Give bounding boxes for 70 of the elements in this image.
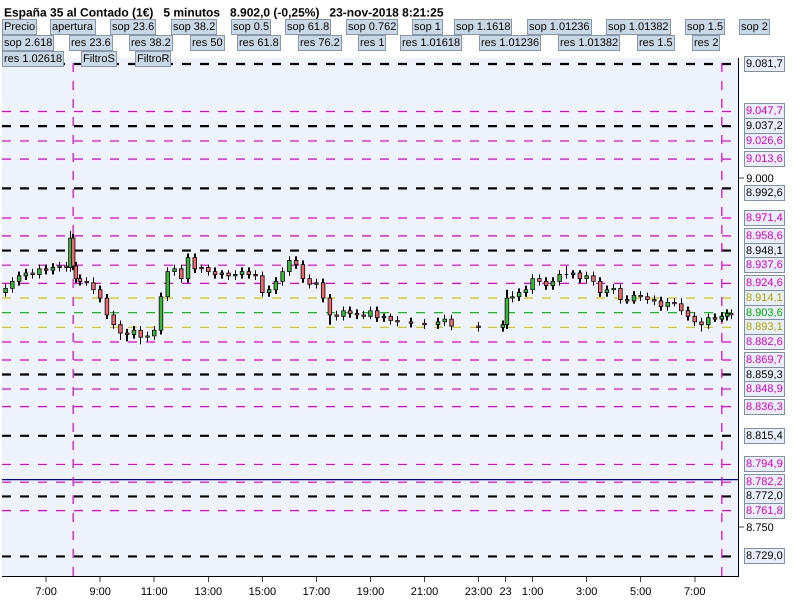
x-tick-label: 7:00 — [684, 586, 706, 598]
annotation: res 1.02618 — [4, 53, 62, 65]
ref-line-label: 8.848,9 — [746, 383, 783, 395]
x-tick-label: 11:00 — [140, 586, 168, 598]
text: res 1.01236 — [481, 37, 540, 49]
ref-line-label: 8.893,1 — [746, 321, 783, 333]
ref-line-label: 8.815,4 — [746, 430, 783, 442]
text: sop 2 — [741, 21, 768, 33]
ref-line-label: 9.037,2 — [746, 120, 783, 132]
ref-line-label: 8.971,4 — [746, 212, 783, 224]
ref-line-label: 8.869,7 — [746, 354, 783, 366]
ref-line-label: 9.013,6 — [746, 153, 783, 165]
ref-line-label: 8.794,9 — [746, 458, 783, 470]
text: res 1.01618 — [402, 37, 460, 49]
x-tick-label: 21:00 — [410, 586, 438, 598]
x-tick-label: 23 — [499, 586, 512, 598]
text: sop 1.1618 — [456, 21, 510, 33]
text: sop 0.5 — [233, 21, 270, 33]
text: res 50 — [192, 37, 223, 49]
y-tick-label: 8.750 — [746, 522, 774, 534]
annotation: FiltroR — [137, 53, 170, 65]
ref-line-label: 8.937,6 — [746, 259, 783, 271]
ref-line-label: 9.026,6 — [746, 135, 783, 147]
ref-line-label: 8.729,0 — [746, 550, 783, 562]
ref-line-label: 8.958,6 — [746, 230, 783, 242]
ref-line-label: 9.081,7 — [746, 58, 783, 70]
x-tick-label: 19:00 — [356, 586, 384, 598]
ref-line-label: 8.882,6 — [746, 336, 783, 348]
text: sop 1.01236 — [529, 21, 590, 33]
text: sop 0.762 — [348, 21, 396, 33]
x-tick-label: 5:00 — [630, 586, 652, 598]
ref-line-label: 8.992,6 — [746, 187, 783, 199]
x-tick-label: 7:00 — [35, 586, 57, 598]
text: sop 23.6 — [112, 21, 154, 33]
ref-line-label: 8.772,0 — [746, 490, 783, 502]
x-tick-label: 13:00 — [194, 586, 222, 598]
text: sop 2.618 — [4, 37, 52, 49]
ref-line-label: 8.761,8 — [746, 505, 783, 517]
text: res 38.2 — [131, 37, 171, 49]
text: sop 1 — [414, 21, 441, 33]
x-tick-label: 17:00 — [302, 586, 330, 598]
ref-line-label: 8.948,1 — [746, 245, 783, 257]
text: res 61.8 — [239, 37, 279, 49]
ref-line-label: 8.836,3 — [746, 401, 783, 413]
text: res 1.01382 — [560, 37, 618, 49]
text: res 2 — [694, 37, 718, 49]
ref-line-label: 9.047,7 — [746, 105, 783, 117]
text: sop 1.5 — [687, 21, 724, 33]
text: Precio — [4, 21, 36, 33]
text: res 1 — [360, 37, 384, 49]
text: sop 1.01382 — [608, 21, 669, 33]
ref-line-label: 8.914,1 — [746, 292, 783, 304]
text: res 76.2 — [300, 37, 340, 49]
text: sop 38.2 — [173, 21, 216, 33]
x-tick-label: 23:00 — [464, 586, 492, 598]
x-tick-label: 1:00 — [522, 586, 544, 598]
ref-line-label: 8.859,3 — [746, 369, 783, 381]
ref-line-label: 8.903,6 — [746, 307, 783, 319]
x-tick-label: 9:00 — [89, 586, 111, 598]
chart-title: España 35 al Contado (1€) 5 minutos 8.902,0 (-0,25%) 23-nov-2018 8:21:25 — [4, 5, 444, 20]
y-tick-label: 9.000 — [746, 172, 774, 185]
text: res 23.6 — [71, 37, 111, 49]
ref-line-label: 8.782,2 — [746, 476, 783, 488]
text: res 1.5 — [639, 37, 673, 49]
annotation: FiltroS — [83, 53, 115, 65]
text: apertura — [52, 21, 94, 33]
x-tick-label: 3:00 — [576, 586, 598, 598]
text: sop 61.8 — [287, 21, 330, 33]
ref-line-label: 8.924,6 — [746, 277, 783, 289]
x-tick-label: 15:00 — [248, 586, 276, 598]
